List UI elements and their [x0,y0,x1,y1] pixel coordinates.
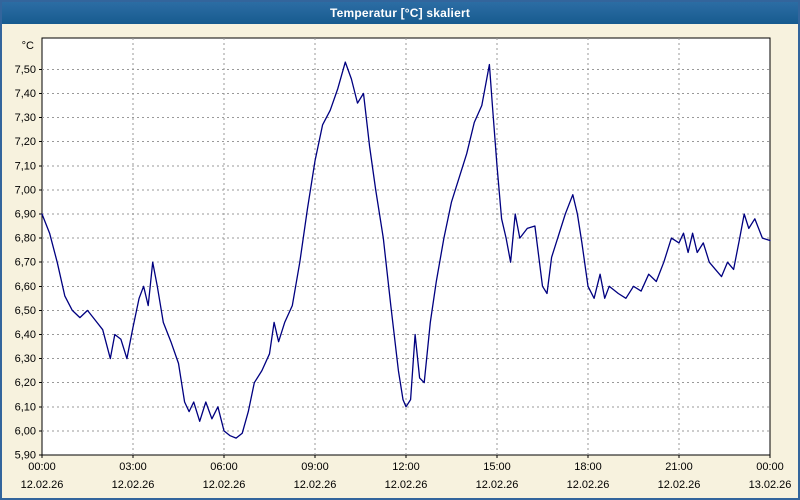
svg-text:12.02.26: 12.02.26 [385,479,428,491]
svg-text:6,70: 6,70 [15,257,36,269]
svg-text:03:00: 03:00 [119,461,147,473]
svg-text:7,50: 7,50 [15,64,36,76]
svg-text:6,90: 6,90 [15,208,36,220]
svg-text:6,60: 6,60 [15,281,36,293]
svg-text:7,40: 7,40 [15,88,36,100]
svg-text:12.02.26: 12.02.26 [658,479,701,491]
svg-text:12.02.26: 12.02.26 [476,479,519,491]
svg-text:°C: °C [22,40,34,52]
svg-text:18:00: 18:00 [574,461,602,473]
svg-text:12.02.26: 12.02.26 [294,479,337,491]
svg-text:12.02.26: 12.02.26 [21,479,64,491]
svg-text:7,20: 7,20 [15,136,36,148]
svg-text:6,40: 6,40 [15,329,36,341]
svg-text:6,80: 6,80 [15,233,36,245]
svg-text:6,20: 6,20 [15,377,36,389]
svg-text:12:00: 12:00 [392,461,420,473]
svg-text:13.02.26: 13.02.26 [749,479,792,491]
svg-text:6,00: 6,00 [15,425,36,437]
svg-text:00:00: 00:00 [756,461,784,473]
svg-text:00:00: 00:00 [28,461,56,473]
svg-text:15:00: 15:00 [483,461,511,473]
window-title: Temperatur [°C] skaliert [329,6,471,20]
chart-area: 5,90 6,00 6,10 6,20 6,30 6,40 6,50 6,60 6,70 6,80… [2,24,798,498]
svg-text:7,00: 7,00 [15,184,36,196]
svg-text:12.02.26: 12.02.26 [203,479,246,491]
svg-text:7,30: 7,30 [15,112,36,124]
svg-text:12.02.26: 12.02.26 [112,479,155,491]
svg-text:12.02.26: 12.02.26 [567,479,610,491]
svg-text:6,30: 6,30 [15,353,36,365]
title-bar[interactable]: Temperatur [°C] skaliert [2,2,798,24]
svg-text:21:00: 21:00 [665,461,693,473]
svg-text:09:00: 09:00 [301,461,329,473]
temperature-chart: 5,90 6,00 6,10 6,20 6,30 6,40 6,50 6,60 6,70 6,80… [15,37,792,491]
svg-text:7,10: 7,10 [15,160,36,172]
svg-text:6,50: 6,50 [15,305,36,317]
svg-text:06:00: 06:00 [210,461,238,473]
svg-text:5,90: 5,90 [15,450,36,462]
svg-text:6,10: 6,10 [15,401,36,413]
